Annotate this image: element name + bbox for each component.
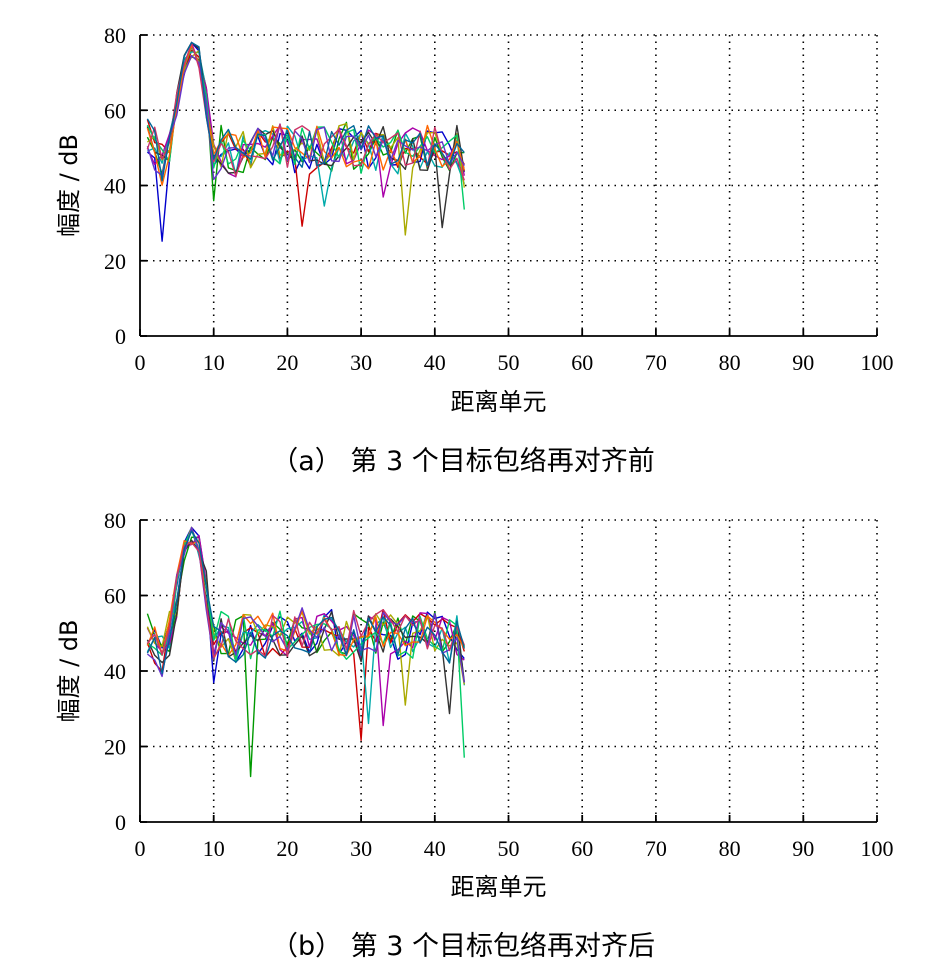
- y-tick-label: 20: [104, 249, 126, 274]
- x-tick-label: 0: [135, 350, 146, 375]
- x-tick-label: 10: [203, 350, 225, 375]
- axes: [139, 519, 878, 823]
- x-tick-label: 20: [276, 350, 298, 375]
- grid: [140, 519, 878, 822]
- x-tick-label: 50: [498, 350, 520, 375]
- x-tick-label: 30: [350, 836, 372, 861]
- x-tick-label: 10: [203, 836, 225, 861]
- x-tick-label: 40: [424, 350, 446, 375]
- series-line: [146, 41, 465, 182]
- x-tick-label: 70: [645, 350, 667, 375]
- chart-panel-a: 0 10 20 30 40 50 60 70 80 90 100 0 20 40 60 80 距离单元 幅度 / …: [55, 23, 894, 477]
- y-tick-label: 60: [104, 584, 126, 609]
- y-tick-label: 80: [104, 23, 126, 48]
- series-line: [146, 41, 465, 198]
- axes: [139, 34, 878, 337]
- series-line: [146, 530, 465, 675]
- series-line: [146, 526, 465, 683]
- series-group: [146, 526, 465, 778]
- y-tick-label: 60: [104, 98, 126, 123]
- series-line: [146, 41, 465, 242]
- x-tick-label: 30: [350, 350, 372, 375]
- figure-caption: （b） 第 3 个目标包络再对齐后: [271, 931, 655, 962]
- grid: [140, 34, 878, 336]
- x-tick-label: 80: [719, 836, 741, 861]
- y-axis-label: 幅度 / dB: [55, 134, 83, 237]
- x-tick-label: 90: [792, 836, 814, 861]
- x-axis-label: 距离单元: [451, 388, 547, 416]
- series-line: [146, 526, 465, 684]
- series-line: [146, 54, 465, 181]
- x-tick-label: 0: [135, 836, 146, 861]
- y-tick-label: 0: [115, 810, 126, 835]
- y-tick-label: 40: [104, 659, 126, 684]
- x-tick-label: 80: [719, 350, 741, 375]
- x-tick-label: 50: [498, 836, 520, 861]
- y-tick-label: 40: [104, 174, 126, 199]
- series-group: [146, 41, 465, 242]
- x-tick-label: 90: [792, 350, 814, 375]
- x-tick-label: 60: [571, 836, 593, 861]
- figure-caption: （a） 第 3 个目标包络再对齐前: [271, 446, 654, 477]
- y-axis-label: 幅度 / dB: [55, 619, 83, 722]
- x-tick-label: 100: [861, 836, 894, 861]
- chart-panel-b: 0 10 20 30 40 50 60 70 80 90 100 0 20 40 60 80 距离单元 幅度 / …: [55, 508, 894, 962]
- series-line: [146, 42, 465, 181]
- x-tick-label: 70: [645, 836, 667, 861]
- x-axis-label: 距离单元: [451, 873, 547, 901]
- series-line: [146, 541, 465, 658]
- y-tick-label: 20: [104, 735, 126, 760]
- y-tick-label: 0: [115, 324, 126, 349]
- x-tick-label: 20: [276, 836, 298, 861]
- y-tick-label: 80: [104, 508, 126, 533]
- x-tick-label: 100: [861, 350, 894, 375]
- x-tick-label: 60: [571, 350, 593, 375]
- series-line: [146, 536, 465, 778]
- series-line: [146, 44, 465, 186]
- x-tick-label: 40: [424, 836, 446, 861]
